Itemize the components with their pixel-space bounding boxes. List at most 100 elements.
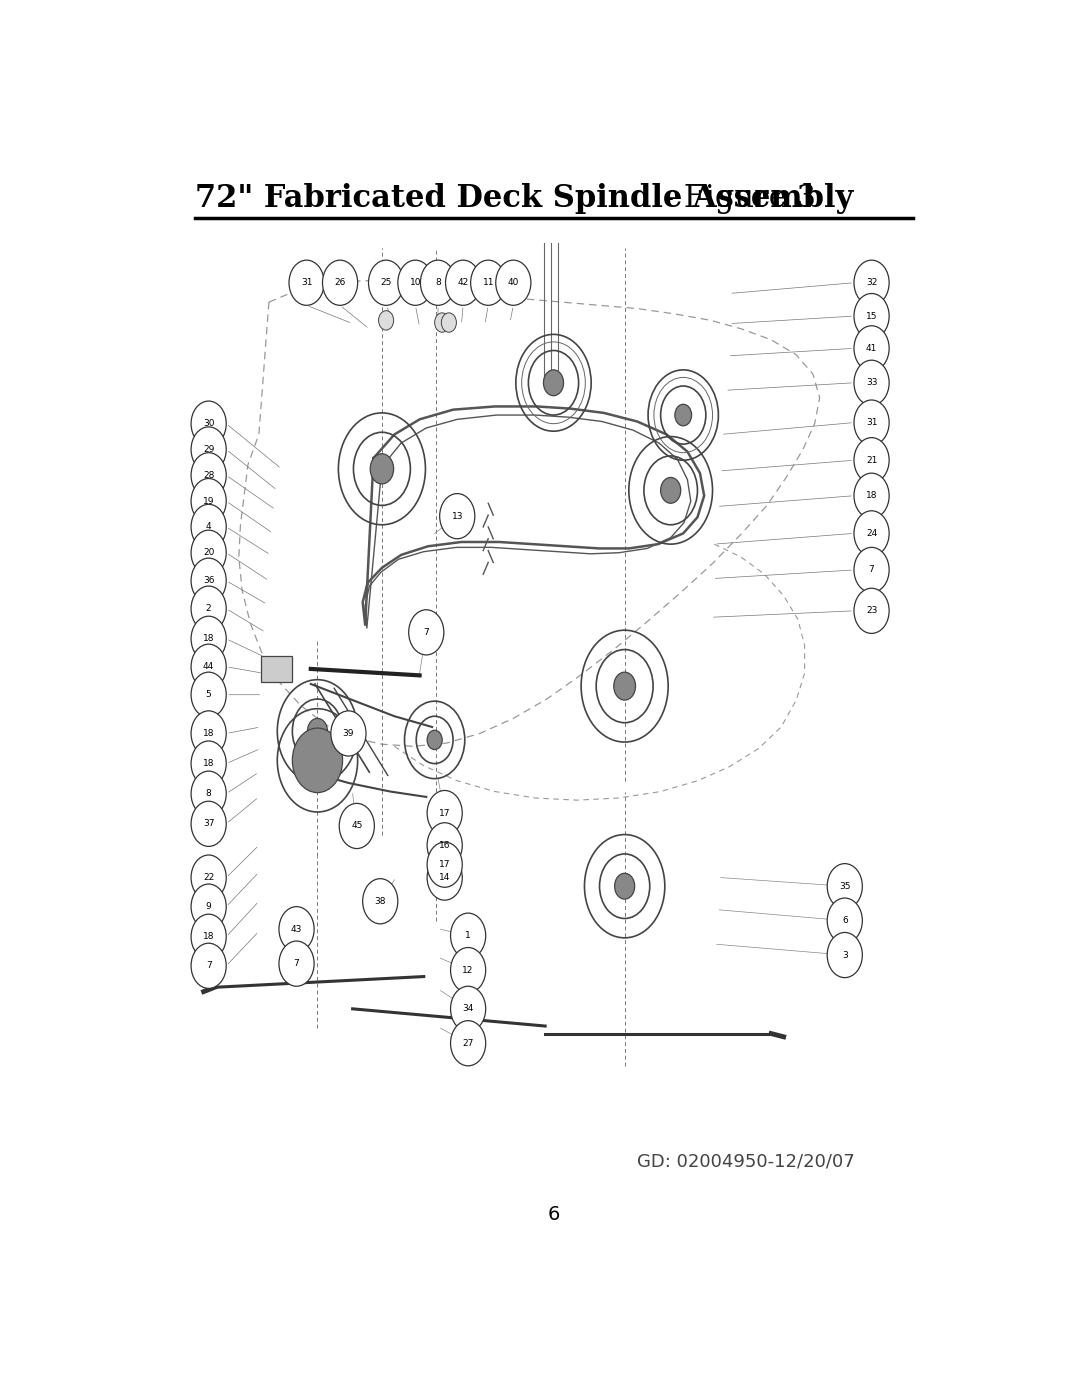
Circle shape	[613, 672, 635, 700]
Circle shape	[330, 711, 366, 756]
Text: 42: 42	[458, 278, 469, 288]
Circle shape	[191, 401, 226, 446]
Text: 29: 29	[203, 446, 214, 454]
Circle shape	[440, 493, 475, 539]
Circle shape	[471, 260, 505, 306]
Circle shape	[450, 1021, 486, 1066]
Text: 7: 7	[206, 961, 212, 971]
Text: 31: 31	[301, 278, 312, 288]
Text: 24: 24	[866, 529, 877, 538]
Circle shape	[191, 529, 226, 576]
Text: 17: 17	[438, 809, 450, 817]
Circle shape	[427, 731, 442, 750]
Text: 28: 28	[203, 471, 214, 479]
Text: 15: 15	[866, 312, 877, 320]
Text: 18: 18	[203, 729, 215, 738]
Circle shape	[191, 711, 226, 756]
Circle shape	[408, 609, 444, 655]
Text: 8: 8	[435, 278, 441, 288]
Circle shape	[368, 260, 404, 306]
Text: 6: 6	[842, 916, 848, 925]
Circle shape	[191, 644, 226, 689]
Text: 9: 9	[206, 902, 212, 911]
Circle shape	[427, 791, 462, 835]
Circle shape	[191, 453, 226, 497]
Circle shape	[427, 855, 462, 900]
Circle shape	[615, 873, 635, 900]
Circle shape	[854, 260, 889, 306]
Circle shape	[191, 504, 226, 549]
Circle shape	[854, 511, 889, 556]
Text: 72" Fabricated Deck Spindle Assembly: 72" Fabricated Deck Spindle Assembly	[195, 183, 853, 214]
Circle shape	[379, 310, 393, 330]
Text: 18: 18	[203, 759, 215, 768]
Text: 19: 19	[203, 496, 215, 506]
Circle shape	[854, 437, 889, 483]
Text: 21: 21	[866, 455, 877, 465]
Text: 33: 33	[866, 379, 877, 387]
Text: 20: 20	[203, 548, 214, 557]
Circle shape	[191, 802, 226, 847]
Circle shape	[675, 404, 691, 426]
Text: 18: 18	[203, 932, 215, 942]
Circle shape	[191, 914, 226, 960]
Text: 7: 7	[868, 566, 875, 574]
Circle shape	[191, 672, 226, 717]
Circle shape	[496, 260, 531, 306]
Text: 25: 25	[380, 278, 392, 288]
Circle shape	[854, 293, 889, 338]
Circle shape	[427, 842, 462, 887]
Circle shape	[191, 771, 226, 816]
Text: 45: 45	[351, 821, 363, 830]
Text: 6: 6	[548, 1206, 559, 1224]
Circle shape	[363, 879, 397, 923]
Text: 39: 39	[342, 729, 354, 738]
Text: 34: 34	[462, 1004, 474, 1013]
Circle shape	[191, 855, 226, 900]
Text: 7: 7	[294, 960, 299, 968]
Text: 23: 23	[866, 606, 877, 615]
Text: 26: 26	[335, 278, 346, 288]
Circle shape	[397, 260, 433, 306]
Circle shape	[854, 360, 889, 405]
Circle shape	[191, 740, 226, 787]
Text: 17: 17	[438, 861, 450, 869]
Text: 7: 7	[423, 627, 429, 637]
Circle shape	[854, 400, 889, 446]
Circle shape	[191, 616, 226, 661]
Text: 5: 5	[206, 690, 212, 700]
Circle shape	[442, 313, 457, 332]
FancyBboxPatch shape	[260, 657, 293, 682]
Text: - Figure 3: - Figure 3	[653, 183, 816, 214]
Text: 37: 37	[203, 819, 215, 828]
Circle shape	[543, 370, 564, 395]
Text: 44: 44	[203, 662, 214, 672]
Circle shape	[323, 260, 357, 306]
Circle shape	[450, 914, 486, 958]
Text: 10: 10	[409, 278, 421, 288]
Text: 36: 36	[203, 576, 215, 585]
Text: 4: 4	[206, 522, 212, 531]
Text: 30: 30	[203, 419, 215, 427]
Circle shape	[434, 313, 449, 332]
Text: 32: 32	[866, 278, 877, 288]
Text: 14: 14	[438, 873, 450, 882]
Text: 18: 18	[203, 634, 215, 643]
Circle shape	[293, 728, 342, 792]
Circle shape	[191, 427, 226, 472]
Circle shape	[827, 863, 862, 909]
Circle shape	[339, 803, 375, 848]
Circle shape	[427, 823, 462, 868]
Circle shape	[308, 718, 327, 745]
Circle shape	[854, 474, 889, 518]
Circle shape	[420, 260, 456, 306]
Text: 1: 1	[465, 932, 471, 940]
Circle shape	[191, 884, 226, 929]
Text: GD: 02004950-12/20/07: GD: 02004950-12/20/07	[637, 1153, 855, 1171]
Circle shape	[191, 479, 226, 524]
Text: 16: 16	[438, 841, 450, 849]
Text: 41: 41	[866, 344, 877, 353]
Text: 12: 12	[462, 965, 474, 975]
Circle shape	[450, 947, 486, 993]
Circle shape	[279, 907, 314, 951]
